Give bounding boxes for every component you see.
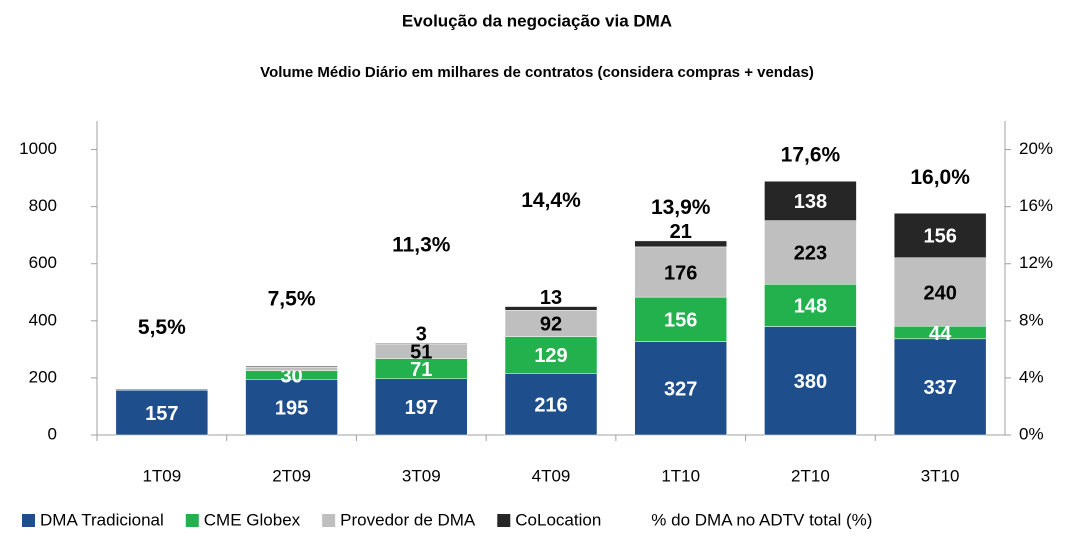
y2-tick-label: 12% [1019, 253, 1053, 272]
bar-segment [634, 341, 727, 436]
bar-segment [764, 284, 857, 327]
y2-tick-label: 8% [1019, 310, 1044, 329]
x-tick-label: 1T09 [142, 466, 181, 485]
y-tick-label: 800 [29, 196, 57, 215]
bar-segment [504, 310, 598, 337]
y-tick-label: 0 [48, 424, 57, 443]
legend-label: CME Globex [204, 510, 301, 529]
x-tick-label: 3T09 [402, 466, 441, 485]
data-label: 129 [534, 345, 567, 367]
data-label: 216 [534, 394, 567, 416]
bar-segment [115, 389, 209, 436]
bar-segment [245, 367, 338, 372]
pct-point [939, 206, 941, 208]
data-label: 240 [923, 282, 956, 304]
data-label: 197 [405, 397, 438, 419]
x-tick-label: 4T09 [532, 466, 571, 485]
bar-segment [893, 257, 987, 327]
x-tick-label: 2T10 [791, 466, 830, 485]
bar-segment [504, 306, 598, 311]
bar-segment [764, 326, 857, 436]
y2-tick-label: 16% [1019, 196, 1053, 215]
bar-segment [634, 246, 727, 298]
y2-tick-label: 4% [1019, 367, 1044, 386]
data-label: 156 [923, 226, 956, 248]
y-tick-label: 400 [29, 310, 57, 329]
data-label: 157 [145, 403, 178, 425]
bar-segment [893, 338, 987, 436]
bar-segment [504, 336, 598, 374]
x-tick-label: 1T10 [661, 466, 700, 485]
data-label: 3 [416, 323, 427, 345]
pct-point [161, 356, 163, 358]
data-label: 337 [923, 377, 956, 399]
pct-label: 16,0% [910, 166, 970, 189]
bar-segment [115, 388, 209, 391]
pct-label: 11,3% [392, 233, 451, 256]
bar-segment [764, 180, 857, 221]
pct-label: 7,5% [268, 288, 316, 311]
data-label: 21 [670, 221, 692, 243]
bar-segment [764, 220, 857, 285]
chart-title: Evolução da negociação via DMA [402, 11, 672, 30]
pct-point [420, 273, 422, 275]
bar-segment [375, 342, 468, 345]
data-label: 138 [794, 191, 827, 213]
bar-segment [245, 365, 338, 368]
legend-label: CoLocation [515, 510, 601, 529]
data-label: 44 [929, 323, 952, 345]
data-label: 148 [794, 296, 827, 318]
legend-swatch [497, 514, 511, 527]
data-label: 195 [275, 397, 308, 419]
legend-label: Provedor de DMA [340, 510, 476, 529]
data-label: 380 [794, 371, 827, 393]
data-label: 223 [794, 243, 827, 265]
legend-label: % do DMA no ADTV total (%) [651, 510, 872, 529]
data-label: 71 [410, 359, 432, 381]
data-label: 13 [540, 287, 562, 309]
bar-segment [634, 240, 727, 248]
data-label: 327 [664, 379, 697, 401]
data-label: 156 [664, 310, 697, 332]
y-tick-label: 1000 [19, 139, 57, 158]
bar-segment [893, 212, 987, 258]
chart-subtitle: Volume Médio Diário em milhares de contr… [260, 64, 814, 81]
bar-segment [634, 296, 727, 342]
y2-tick-label: 20% [1019, 139, 1053, 158]
pct-point [550, 228, 552, 230]
legend-swatch [322, 514, 336, 527]
data-label: 92 [540, 314, 562, 336]
bar-segment [375, 378, 468, 436]
x-tick-label: 2T09 [272, 466, 311, 485]
legend-swatch [185, 514, 199, 527]
legend-swatch [22, 514, 35, 527]
pct-label: 17,6% [781, 143, 841, 166]
pct-point [291, 327, 293, 329]
bar-segment [245, 379, 338, 436]
pct-label: 13,9% [651, 196, 711, 219]
data-label: 51 [410, 342, 432, 364]
y-tick-label: 200 [29, 367, 57, 386]
x-tick-label: 3T10 [921, 466, 960, 485]
legend-label: DMA Tradicional [40, 510, 164, 529]
pct-label: 5,5% [138, 316, 186, 339]
pct-label: 14,4% [521, 189, 581, 212]
y-tick-label: 600 [29, 253, 57, 272]
y2-tick-label: 0% [1019, 424, 1044, 443]
data-label: 176 [664, 262, 697, 284]
